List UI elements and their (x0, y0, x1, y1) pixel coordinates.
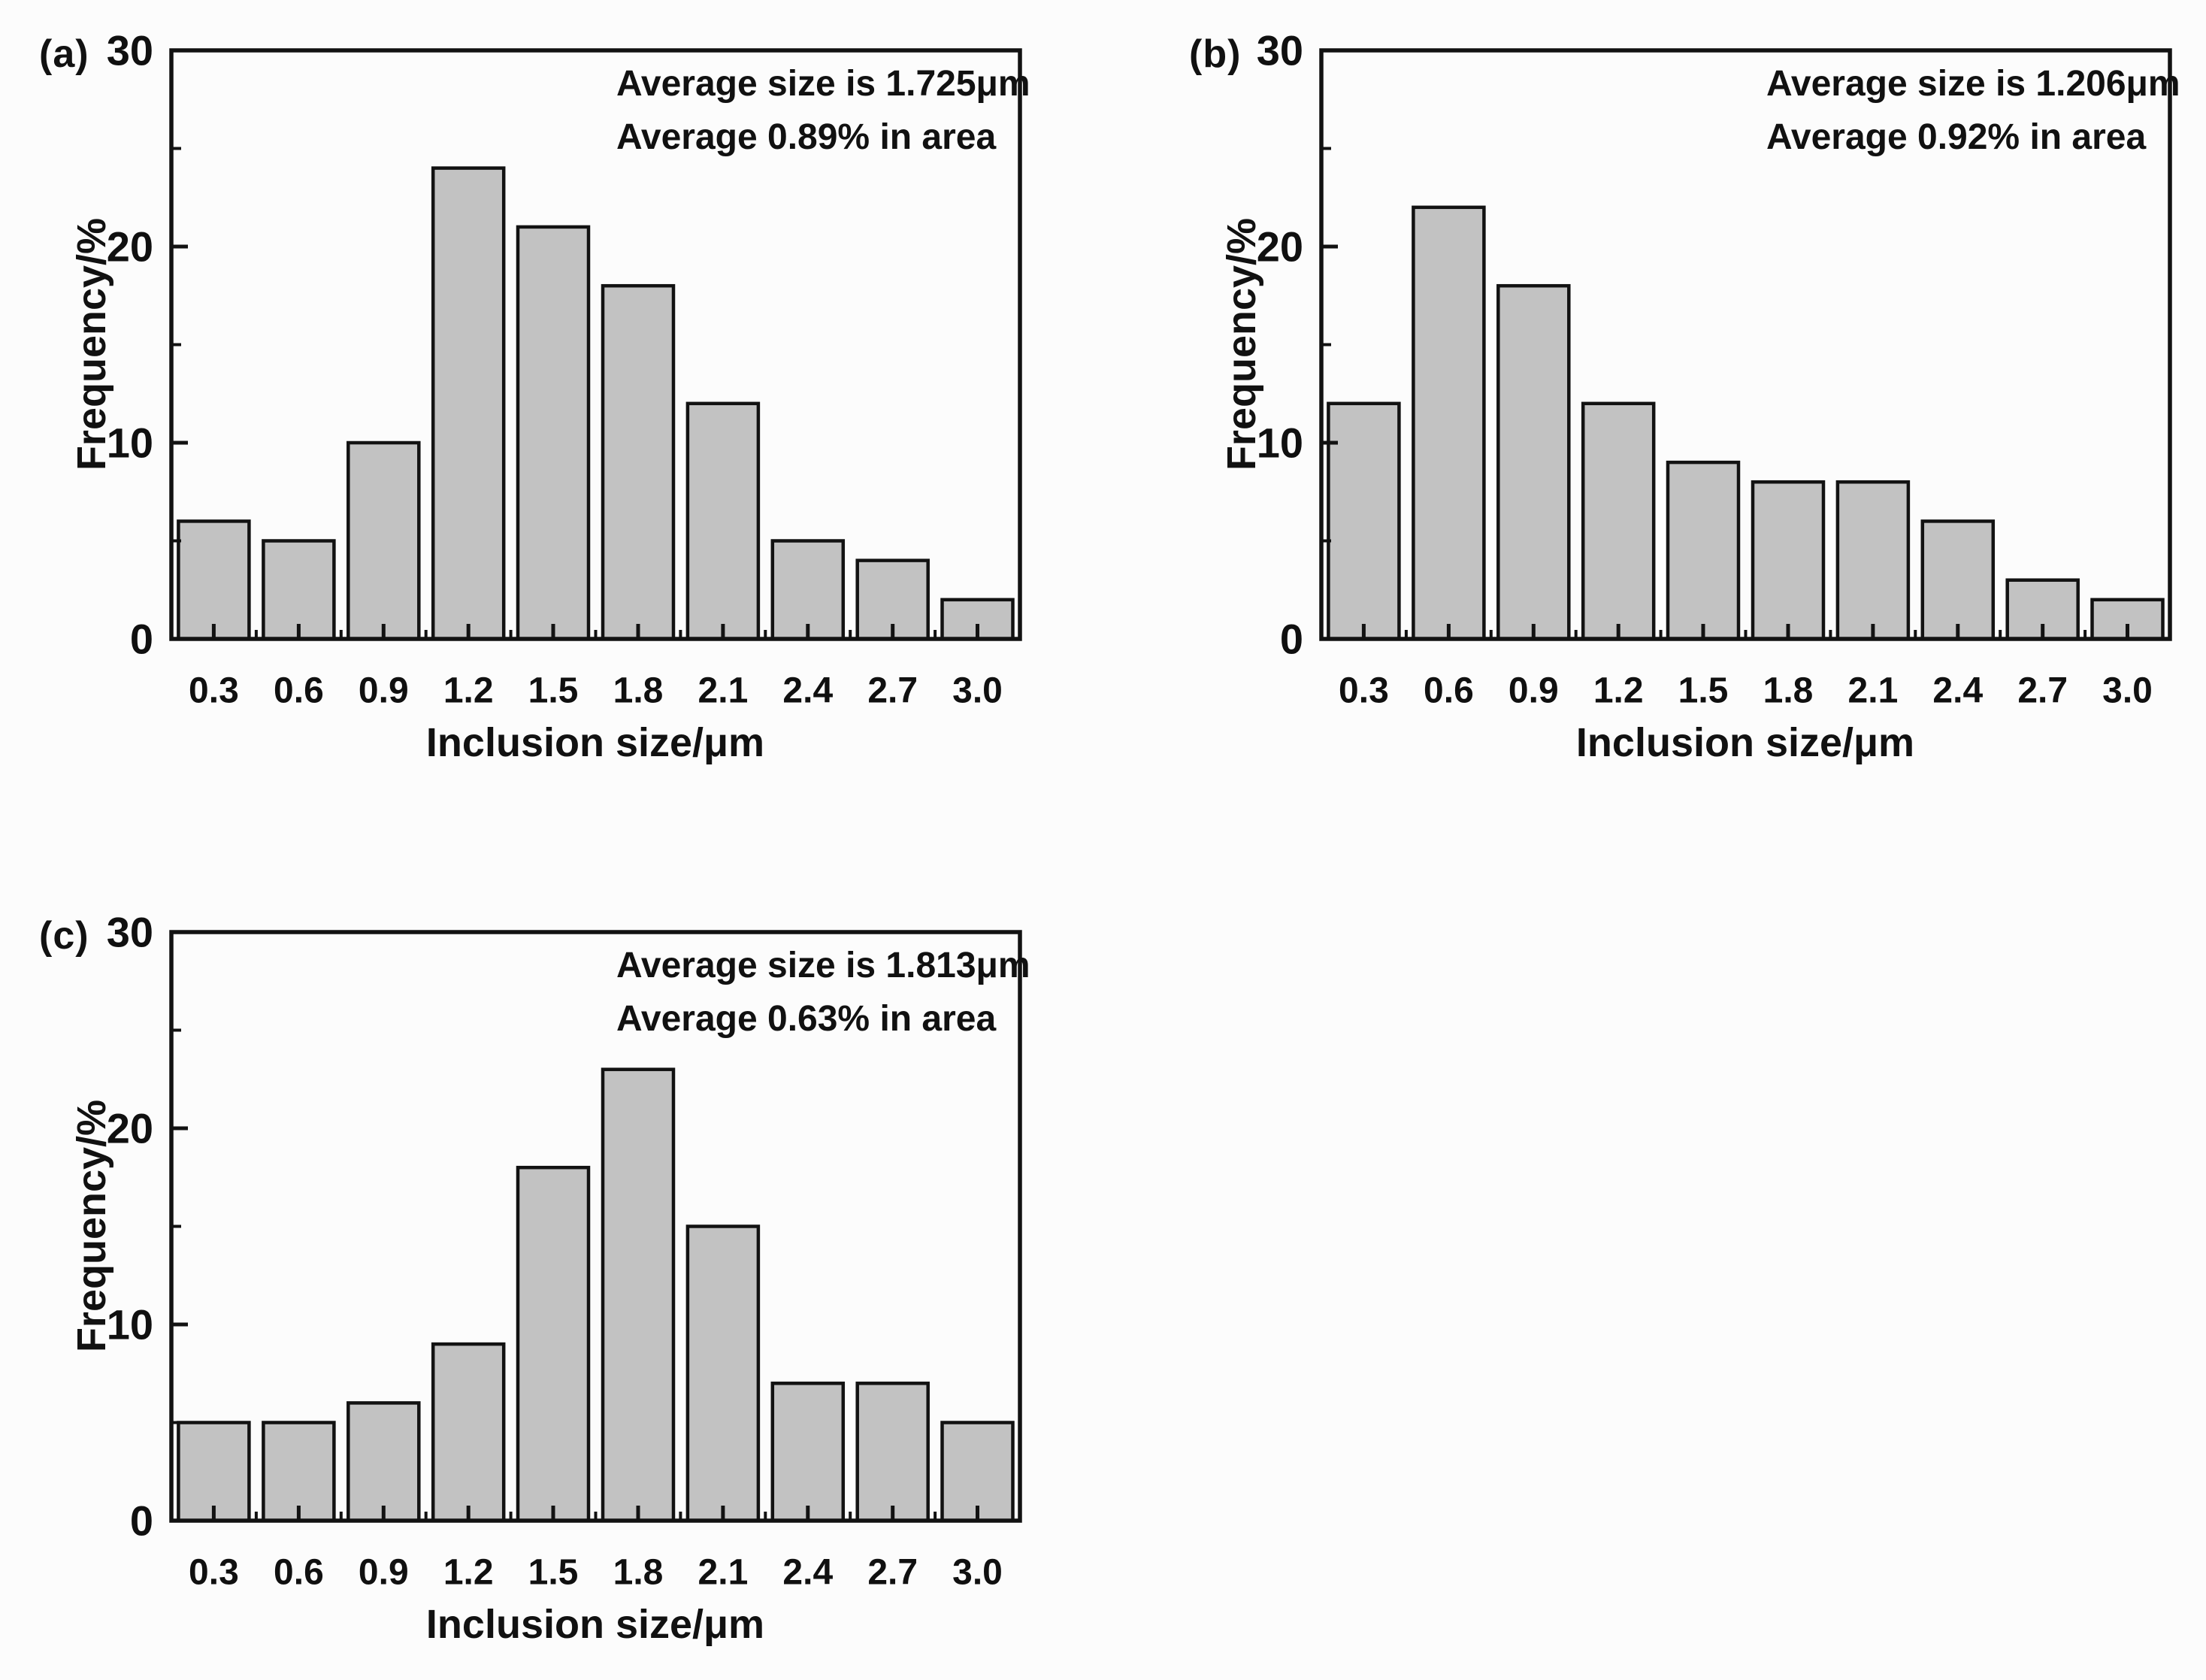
chart-panel-c: 0.3 0.6 0.9 1.2 1.5 1.8 2.1 2.4 2.7 3.0 0 10 20 30 (c… (0, 882, 1105, 1680)
x-tick-label-1.8: 1.8 (613, 1553, 664, 1593)
bar-0.3 (177, 1421, 251, 1523)
bar-0.9 (346, 440, 421, 641)
x-tick-label-0.6: 0.6 (274, 671, 324, 711)
y-tick-label-20: 20 (1257, 223, 1303, 271)
y-tick-label-30: 30 (107, 27, 153, 74)
x-tick-label-2.7: 2.7 (867, 1553, 918, 1593)
x-tick-label-2.4: 2.4 (782, 671, 833, 711)
bar-0.9 (1496, 283, 1571, 641)
bar-1.8 (1751, 480, 1826, 641)
bar-2.1 (685, 401, 761, 641)
y-tick-label-20: 20 (107, 223, 153, 271)
y-axis-title-a: Frequency/% (69, 217, 114, 471)
bar-1.5 (516, 225, 591, 641)
x-tick-label-0.9: 0.9 (1508, 671, 1559, 711)
y-tick-label-10: 10 (1257, 419, 1303, 467)
y-axis-title-b: Frequency/% (1219, 217, 1264, 471)
chart-panel-b: 0.3 0.6 0.9 1.2 1.5 1.8 2.1 2.4 2.7 3.0 0 10 20 30 (b… (1150, 0, 2206, 798)
bar-3.0 (940, 1421, 1015, 1523)
bar-1.5 (516, 1165, 591, 1523)
x-tick-label-2.4: 2.4 (782, 1553, 833, 1593)
x-axis-title-a: Inclusion size/μm (425, 720, 765, 765)
annotation-line-avg-area: Average 0.92% in area (1766, 117, 2147, 157)
x-tick-label-0.3: 0.3 (189, 671, 239, 711)
bar-1.5 (1666, 460, 1741, 641)
y-tick-label-0: 0 (1280, 616, 1303, 663)
bar-2.1 (1835, 480, 1911, 641)
bar-chart-c: 0.3 0.6 0.9 1.2 1.5 1.8 2.1 2.4 2.7 3.0 0 10 20 30 (107, 909, 1022, 1593)
x-tick-label-2.7: 2.7 (2017, 671, 2068, 711)
x-tick-label-1.8: 1.8 (1763, 671, 1814, 711)
x-tick-label-2.7: 2.7 (867, 671, 918, 711)
bar-chart-b: 0.3 0.6 0.9 1.2 1.5 1.8 2.1 2.4 2.7 3.0 0 10 20 30 (1257, 27, 2172, 711)
bar-0.3 (1327, 401, 1401, 641)
annotation-line-avg-size: Average size is 1.206μm (1766, 64, 2180, 104)
x-tick-label-0.9: 0.9 (359, 671, 409, 711)
panel-label-a: (a) (39, 32, 89, 76)
y-tick-label-30: 30 (107, 909, 153, 956)
x-tick-label-3.0: 3.0 (952, 671, 1003, 711)
x-tick-label-0.3: 0.3 (189, 1553, 239, 1593)
x-tick-label-1.8: 1.8 (613, 671, 664, 711)
x-tick-label-3.0: 3.0 (2102, 671, 2153, 711)
x-tick-label-2.4: 2.4 (1932, 671, 1983, 711)
y-tick-label-0: 0 (130, 616, 153, 663)
bar-0.6 (262, 1421, 336, 1523)
annotation-a: Average size is 1.725μm Average 0.89% in… (616, 57, 1030, 164)
bar-2.7 (855, 1382, 930, 1523)
x-tick-label-3.0: 3.0 (952, 1553, 1003, 1593)
annotation-c: Average size is 1.813μm Average 0.63% in… (616, 939, 1030, 1046)
x-tick-label-1.5: 1.5 (528, 1553, 579, 1593)
y-tick-label-0: 0 (130, 1497, 153, 1545)
x-tick-label-2.1: 2.1 (698, 671, 749, 711)
annotation-line-avg-size: Average size is 1.813μm (616, 946, 1030, 985)
annotation-line-avg-area: Average 0.89% in area (616, 117, 997, 157)
y-tick-label-30: 30 (1257, 27, 1303, 74)
x-tick-label-1.2: 1.2 (443, 1553, 494, 1593)
chart-panel-a: 0.3 0.6 0.9 1.2 1.5 1.8 2.1 2.4 2.7 3.0 0 10 20 30 (a… (0, 0, 1105, 798)
x-tick-label-0.6: 0.6 (1424, 671, 1474, 711)
annotation-line-avg-area: Average 0.63% in area (616, 999, 997, 1039)
bar-2.4 (770, 539, 846, 641)
x-tick-label-2.1: 2.1 (698, 1553, 749, 1593)
x-tick-label-1.5: 1.5 (1678, 671, 1729, 711)
bar-2.7 (2005, 578, 2080, 641)
y-tick-label-20: 20 (107, 1105, 153, 1152)
bar-1.2 (431, 166, 506, 641)
bar-1.8 (601, 1067, 676, 1523)
bar-0.3 (177, 519, 251, 641)
bar-0.6 (1412, 205, 1486, 641)
x-tick-label-1.2: 1.2 (1593, 671, 1644, 711)
x-tick-label-0.6: 0.6 (274, 1553, 324, 1593)
bar-2.1 (685, 1224, 761, 1523)
y-axis-title-c: Frequency/% (69, 1099, 114, 1353)
x-tick-label-1.2: 1.2 (443, 671, 494, 711)
bar-1.2 (1581, 401, 1656, 641)
x-tick-label-0.3: 0.3 (1339, 671, 1389, 711)
panel-label-b: (b) (1189, 32, 1242, 76)
x-tick-label-2.1: 2.1 (1848, 671, 1899, 711)
x-axis-title-c: Inclusion size/μm (425, 1602, 765, 1647)
x-axis-title-b: Inclusion size/μm (1575, 720, 1915, 765)
bar-1.8 (601, 283, 676, 641)
y-tick-label-10: 10 (107, 419, 153, 467)
x-tick-label-0.9: 0.9 (359, 1553, 409, 1593)
y-tick-label-10: 10 (107, 1301, 153, 1349)
bar-2.4 (1920, 519, 1996, 641)
annotation-b: Average size is 1.206μm Average 0.92% in… (1766, 57, 2180, 164)
x-tick-label-1.5: 1.5 (528, 671, 579, 711)
bar-1.2 (431, 1342, 506, 1523)
panel-label-c: (c) (39, 914, 89, 958)
bar-0.9 (346, 1401, 421, 1523)
annotation-line-avg-size: Average size is 1.725μm (616, 64, 1030, 104)
bar-chart-a: 0.3 0.6 0.9 1.2 1.5 1.8 2.1 2.4 2.7 3.0 0 10 20 30 (107, 27, 1022, 711)
bar-2.4 (770, 1382, 846, 1523)
